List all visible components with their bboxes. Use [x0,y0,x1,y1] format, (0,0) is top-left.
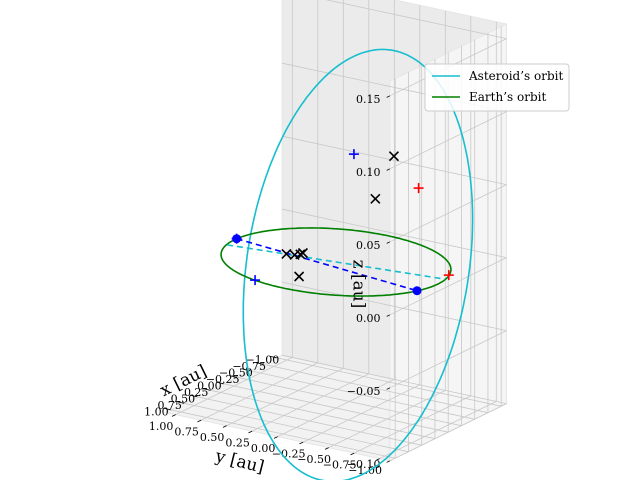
grid-line-y-floor [328,390,446,448]
y-tick-label: 0.75 [174,425,199,438]
z-tick-label: 0.10 [356,166,381,179]
plus-marker [348,149,359,160]
grid-line-z-wall [389,184,507,243]
z-tick-mark [386,387,391,390]
grid-line-y-floor [252,373,369,432]
grid-line-z-wall [282,281,507,331]
x-tick-mark [203,388,211,391]
x-marker [281,248,292,259]
z-tick-mark [386,314,391,317]
y-tick-label: 0.00 [251,442,276,455]
x-tick-label: −0.50 [219,366,253,379]
grid-line-y-floor [175,357,293,415]
grid-line-z-wall [389,257,507,316]
y-tick-label: 0.50 [200,431,225,444]
x-tick-label: 0.00 [197,379,222,392]
x-marker-stroke [281,248,292,259]
y-tick-mark [350,452,355,456]
grid-line-y-floor [379,401,497,459]
y-tick-mark [171,414,176,417]
asteroid-orbit-line [242,48,474,483]
axis-ticks: −1.00−0.75−0.50−0.250.000.250.500.751.00… [144,93,391,477]
x-marker-stroke [370,193,381,204]
y-tick-label: −0.75 [323,458,357,471]
x-tick-mark [269,355,277,359]
grid-line-y-floor [201,362,318,421]
x-marker-stroke [294,271,305,282]
grid-line-z-wall [282,354,507,404]
grid-line-y-floor [277,379,395,437]
grid-line-z-wall [282,208,507,258]
earth-orbit-line [220,227,452,297]
x-tick-label: 0.75 [157,399,182,412]
x-marker [370,193,381,204]
x-tick-mark [190,394,198,398]
grid-line-y-floor [354,395,471,454]
x-tick-label: −1.00 [246,353,280,366]
point-marker [412,286,422,296]
y-tick-label: −0.25 [272,447,306,460]
grid-line-z-wall [389,403,507,462]
y-tick-label: 0.25 [225,436,250,449]
legend-label-earth: Earth’s orbit [469,90,546,104]
legend: Asteroid’s orbit Earth’s orbit [424,63,570,112]
x-marker [388,151,400,162]
plus-marker [413,183,424,194]
z-tick-mark [386,95,391,98]
legend-label-asteroid: Asteroid’s orbit [468,69,563,83]
node-line-dashed [226,244,446,280]
x-tick-label: 0.50 [171,392,196,405]
earth-link-dashed-line [236,237,418,292]
z-tick-label: −0.10 [347,458,381,471]
plus-marker [443,270,454,281]
x-marker-stroke [388,151,400,162]
x-tick-mark [163,407,171,411]
z-tick-mark [386,460,391,463]
y-tick-mark [222,425,227,428]
x-tick-label: 1.00 [144,405,169,418]
plus-marker [250,275,261,286]
x-marker [289,249,300,261]
x-marker [297,247,309,259]
y-tick-mark [299,441,304,445]
z-tick-label: 0.15 [356,93,381,106]
x-tick-mark [256,362,264,365]
x-tick-label: −0.25 [206,373,240,386]
y-tick-mark [248,430,253,434]
x-marker-stroke [289,249,300,261]
grid-line-z-wall [389,111,507,170]
y-tick-label: −1.00 [348,464,382,477]
x-marker [294,271,305,282]
x-marker-stroke [297,247,309,259]
y-tick-label: 1.00 [149,420,174,433]
grid-line-y-floor [303,384,420,443]
x-tick-label: −0.75 [232,360,266,373]
data-series [220,48,474,483]
x-tick-mark [229,375,238,378]
legend-box [424,63,570,112]
y-tick-mark [324,447,329,450]
y-tick-mark [375,458,380,461]
z-tick-mark [386,241,391,244]
y-tick-mark [273,436,278,439]
x-tick-mark [176,401,185,404]
grid-line-z-wall [325,0,507,39]
z-tick-mark [386,168,391,171]
y-tick-mark [197,419,202,423]
x-tick-label: 0.25 [184,386,209,399]
z-tick-label: 0.00 [356,312,381,325]
x-tick-mark [243,368,251,372]
z-tick-label: 0.05 [356,239,381,252]
grid-line-z-wall [282,135,507,185]
z-tick-label: −0.05 [347,385,381,398]
y-tick-label: −0.50 [297,453,331,466]
x-tick-mark [216,381,224,385]
data-markers [231,149,454,296]
grid-line-y-floor [226,368,344,426]
plus-marker [231,233,242,244]
z-axis-label: z [au] [348,260,368,309]
